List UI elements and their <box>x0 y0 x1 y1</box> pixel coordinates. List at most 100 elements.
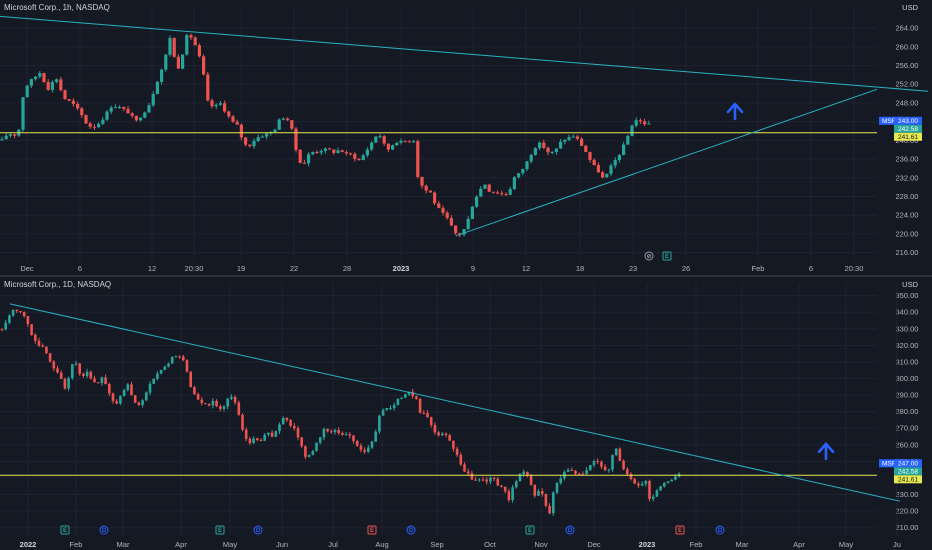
earnings-marker-icon[interactable] <box>662 251 672 261</box>
candle-body <box>126 108 130 114</box>
daily-chart-canvas[interactable]: 350.00 340.00 330.00 320.00 310.00 300.00 290.… <box>0 277 932 550</box>
event-marker-label: E <box>370 528 374 534</box>
candle-body <box>48 353 52 362</box>
candle-body <box>84 115 88 124</box>
trendline[interactable] <box>455 88 878 237</box>
candle-body <box>89 371 93 379</box>
chart-pane-daily[interactable]: 350.00 340.00 330.00 320.00 310.00 300.00 290.… <box>0 277 932 550</box>
candle-body <box>422 412 426 414</box>
hourly-chart-canvas[interactable]: 264.00260.00256.00252.00248.00244.00240.… <box>0 0 932 275</box>
y-axis-tick-label: 340.00 <box>896 308 919 317</box>
candle-body <box>503 486 507 492</box>
candle-body <box>241 414 244 430</box>
candle-body <box>508 189 512 195</box>
earnings-marker-icon[interactable] <box>525 525 535 535</box>
candle-body <box>479 188 483 197</box>
earnings-marker-icon[interactable] <box>675 525 685 535</box>
candle-body <box>256 438 259 441</box>
x-axis-tick-label: Dec <box>20 264 34 273</box>
candle-body <box>367 447 370 452</box>
candle-body <box>418 399 422 413</box>
trendline[interactable] <box>0 15 929 92</box>
candle-body <box>626 136 630 145</box>
x-axis-tick-label: 20:30 <box>185 264 204 273</box>
pane-separator[interactable] <box>0 275 932 277</box>
candle-body <box>589 465 592 470</box>
candle-body <box>420 176 424 186</box>
candle-body <box>462 229 466 235</box>
candle-body <box>235 121 239 125</box>
candle-body <box>454 225 458 234</box>
candle-body <box>575 136 579 139</box>
candle-body <box>348 434 352 436</box>
candle-body <box>29 79 33 86</box>
arrow-up-icon[interactable] <box>817 442 835 461</box>
candle-body <box>126 384 130 390</box>
candle-body <box>256 137 260 142</box>
event-marker-label: D <box>256 528 261 534</box>
candle-body <box>340 150 344 153</box>
earnings-marker-icon[interactable] <box>367 525 377 535</box>
candle-body <box>286 118 290 121</box>
y-axis-tick-label: 300.00 <box>896 374 919 383</box>
dividend-marker-icon[interactable] <box>565 525 575 535</box>
candle-body <box>466 471 470 474</box>
candle-body <box>296 428 300 438</box>
candle-body <box>659 486 662 491</box>
x-axis-tick-label: Nov <box>534 540 548 549</box>
earnings-marker-icon[interactable] <box>60 525 70 535</box>
candle-body <box>374 431 377 442</box>
candle-body <box>143 112 147 118</box>
candle-body <box>412 141 416 143</box>
x-axis-tick-label: Feb <box>690 540 703 549</box>
candle-body <box>164 54 168 70</box>
candle-body <box>111 393 115 402</box>
candle-body <box>137 402 141 405</box>
dividend-marker-icon[interactable] <box>253 525 263 535</box>
y-axis-tick-label: 210.00 <box>896 523 919 532</box>
candle-body <box>248 144 252 147</box>
dividend-marker-icon[interactable] <box>715 525 725 535</box>
candle-body <box>25 85 29 98</box>
candle-body <box>118 107 122 109</box>
candle-body <box>101 119 105 124</box>
candle-body <box>581 473 585 475</box>
candle-body <box>622 460 625 470</box>
dividend-marker-icon[interactable] <box>99 525 109 535</box>
candle-body <box>219 406 222 409</box>
candle-body <box>403 140 407 142</box>
y-axis-tick-label: 224.00 <box>896 211 919 220</box>
x-axis-tick-label: Mar <box>736 540 749 549</box>
candle-body <box>407 141 411 143</box>
candle-body <box>148 383 152 393</box>
arrow-up-icon[interactable] <box>726 102 744 121</box>
candle-body <box>178 356 181 358</box>
earnings-marker-icon[interactable] <box>215 525 225 535</box>
candle-body <box>293 425 296 429</box>
price-tag <box>894 475 922 484</box>
trendline[interactable] <box>9 303 901 502</box>
candle-body <box>193 37 197 46</box>
candle-body <box>353 153 357 159</box>
candle-body <box>533 148 537 155</box>
chart-pane-hourly[interactable]: 264.00260.00256.00252.00248.00244.00240.… <box>0 0 932 275</box>
candle-body <box>382 136 386 144</box>
candle-body <box>349 153 353 155</box>
candle-body <box>588 152 592 160</box>
dividend-marker-icon[interactable] <box>406 525 416 535</box>
x-axis-tick-label: 12 <box>522 264 530 273</box>
split-marker-icon[interactable] <box>644 251 654 261</box>
candle-body <box>294 128 298 150</box>
candle-body <box>512 177 516 190</box>
candle-body <box>415 396 418 400</box>
x-axis-tick-label: May <box>839 540 853 549</box>
candle-body <box>196 394 200 400</box>
candle-body <box>176 56 180 69</box>
candle-body <box>59 372 63 379</box>
candle-body <box>515 481 518 488</box>
candle-body <box>374 136 378 143</box>
candle-body <box>139 117 143 121</box>
candle-body <box>147 105 151 113</box>
event-marker-label: E <box>528 528 532 534</box>
y-axis-tick-label: 230.00 <box>896 490 919 499</box>
